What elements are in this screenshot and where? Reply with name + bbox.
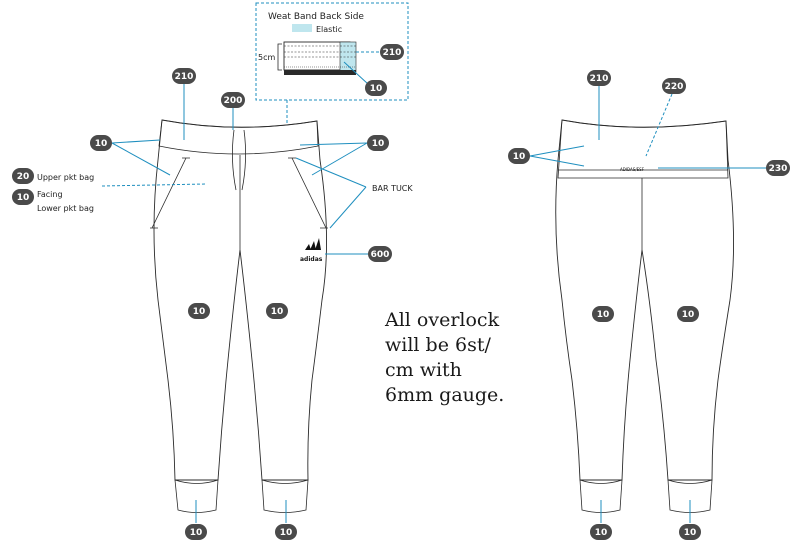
callout-badge: 10 bbox=[12, 189, 34, 205]
front-waistband bbox=[158, 119, 319, 155]
svg-text:210: 210 bbox=[175, 72, 194, 82]
callout-badge: 20 bbox=[12, 168, 34, 184]
bar-tuck-marks bbox=[150, 157, 328, 229]
callout-badge: 10 bbox=[677, 306, 699, 322]
adidas-logo: adidas bbox=[300, 256, 323, 263]
callout-badge: 210 bbox=[172, 68, 196, 84]
svg-text:10: 10 bbox=[370, 84, 383, 94]
callout-badge: 10 bbox=[185, 524, 207, 540]
svg-text:10: 10 bbox=[193, 307, 206, 317]
callout-badge: 10 bbox=[365, 80, 387, 96]
callout-badge: 10 bbox=[367, 135, 389, 151]
svg-text:10: 10 bbox=[190, 528, 203, 538]
callout-badge: 10 bbox=[508, 148, 530, 164]
callout-badge: 10 bbox=[188, 303, 210, 319]
svg-text:10: 10 bbox=[95, 139, 108, 149]
callout-badge: 10 bbox=[266, 303, 288, 319]
callout-badge: 600 bbox=[368, 246, 392, 262]
adidas-logo-mark bbox=[305, 238, 321, 250]
elastic-swatch bbox=[292, 24, 312, 32]
lower-pkt-bag-label: Lower pkt bag bbox=[37, 204, 94, 213]
front-leaders bbox=[101, 84, 368, 523]
back-left-cuff bbox=[579, 479, 623, 513]
callout-badge: 10 bbox=[590, 524, 612, 540]
svg-text:10: 10 bbox=[597, 310, 610, 320]
callout-badge: 200 bbox=[221, 92, 245, 108]
overlock-note: All overlock will be 6st/ cm with 6mm ga… bbox=[384, 309, 504, 406]
svg-text:600: 600 bbox=[371, 250, 390, 260]
waistband-inset: Weat Band Back Side Elastic 5cm bbox=[255, 2, 409, 134]
front-pocket-openings bbox=[151, 157, 327, 229]
svg-text:10: 10 bbox=[17, 193, 30, 203]
svg-text:210: 210 bbox=[590, 74, 609, 84]
callout-badge: 220 bbox=[662, 78, 686, 94]
back-waistband bbox=[557, 119, 729, 179]
dimension-label: 5cm bbox=[258, 53, 275, 62]
note-line-2: will be 6st/ bbox=[385, 334, 491, 356]
callout-badges: 210 10 210 200 10 10 20 10 600 10 10 10 … bbox=[12, 44, 790, 540]
back-leaders bbox=[529, 86, 766, 523]
inset-title: Weat Band Back Side bbox=[268, 12, 364, 22]
upper-pkt-bag-label: Upper pkt bag bbox=[37, 173, 94, 182]
svg-text:10: 10 bbox=[682, 310, 695, 320]
svg-text:10: 10 bbox=[513, 152, 526, 162]
svg-text:210: 210 bbox=[383, 48, 402, 58]
front-right-cuff bbox=[261, 479, 309, 513]
svg-text:10: 10 bbox=[595, 528, 608, 538]
note-line-1: All overlock bbox=[384, 309, 500, 331]
drawcord bbox=[232, 129, 246, 191]
callout-badge: 230 bbox=[766, 160, 790, 176]
svg-text:10: 10 bbox=[372, 139, 385, 149]
svg-text:10: 10 bbox=[280, 528, 293, 538]
svg-text:20: 20 bbox=[17, 172, 30, 182]
callout-badge: 10 bbox=[592, 306, 614, 322]
front-pants-body bbox=[153, 119, 327, 481]
back-right-cuff bbox=[667, 479, 713, 513]
front-pants: adidas bbox=[150, 119, 328, 513]
note-line-4: 6mm gauge. bbox=[385, 384, 504, 406]
note-line-3: cm with bbox=[385, 359, 462, 381]
callout-badge: 10 bbox=[679, 524, 701, 540]
callout-badge: 10 bbox=[275, 524, 297, 540]
bar-tuck-label: BAR TUCK bbox=[372, 184, 413, 193]
svg-text:230: 230 bbox=[769, 164, 788, 174]
elastic-label: Elastic bbox=[316, 25, 342, 34]
dimension-bracket bbox=[277, 43, 282, 71]
front-left-cuff bbox=[174, 479, 219, 513]
svg-text:10: 10 bbox=[271, 307, 284, 317]
waistband-cross-section bbox=[283, 41, 357, 75]
facing-label: Facing bbox=[37, 190, 63, 199]
svg-text:10: 10 bbox=[684, 528, 697, 538]
back-pants: ADIDAS/ESF bbox=[555, 119, 734, 513]
callout-badge: 210 bbox=[380, 44, 404, 60]
inset-leader-10 bbox=[343, 61, 369, 85]
back-pants-body bbox=[555, 119, 734, 481]
svg-text:200: 200 bbox=[224, 96, 243, 106]
callout-badge: 210 bbox=[587, 70, 611, 86]
svg-text:220: 220 bbox=[665, 82, 684, 92]
back-brand-tag: ADIDAS/ESF bbox=[620, 167, 645, 172]
callout-badge: 10 bbox=[90, 135, 112, 151]
